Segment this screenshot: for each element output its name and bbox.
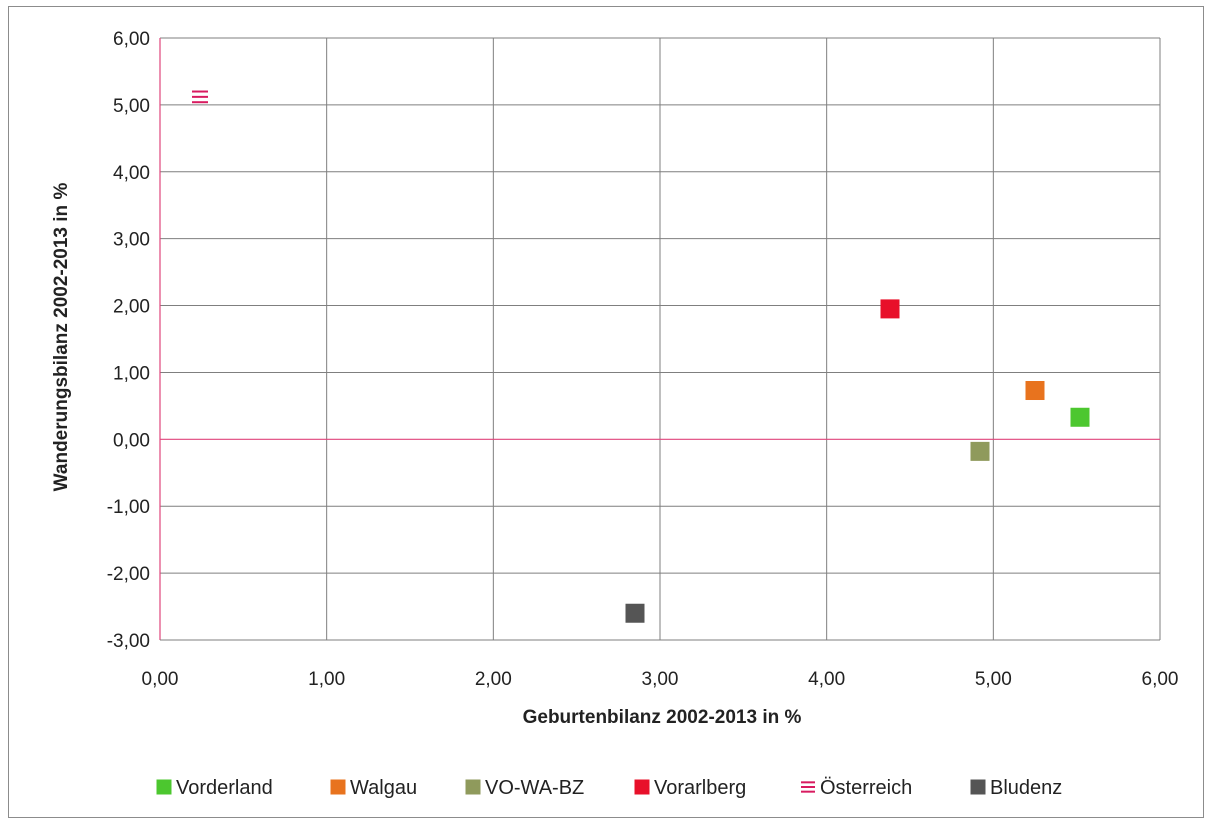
- x-axis-title: Geburtenbilanz 2002-2013 in %: [523, 707, 802, 728]
- x-tick-label: 2,00: [475, 669, 512, 690]
- legend: Vorderland Walgau VO-WA-BZ Vorarlberg Österr…: [156, 777, 1062, 799]
- x-tick-label: 5,00: [975, 669, 1012, 690]
- y-tick-label: 1,00: [113, 363, 150, 384]
- chart-frame: [8, 6, 1204, 818]
- legend-marker: [330, 779, 346, 795]
- x-tick-label: 1,00: [308, 669, 345, 690]
- legend-label: Vorderland: [176, 777, 273, 799]
- grid: [160, 37, 1161, 641]
- legend-label: Vorarlberg: [654, 777, 746, 799]
- y-tick-label: 2,00: [113, 297, 150, 318]
- data-point-walgau: [1025, 381, 1045, 401]
- legend-label: VO-WA-BZ: [485, 777, 584, 799]
- legend-label: Walgau: [350, 777, 417, 799]
- axes: [159, 38, 1160, 641]
- x-tick-label: 4,00: [808, 669, 845, 690]
- y-tick-label: 4,00: [113, 163, 150, 184]
- y-tick-label: 6,00: [113, 29, 150, 50]
- y-tick-labels: -3,00 -2,00 -1,00 0,00 1,00 2,00 3,00 4,00 5,00 6…: [107, 29, 150, 652]
- x-tick-label: 6,00: [1142, 669, 1179, 690]
- y-tick-label: 3,00: [113, 230, 150, 251]
- y-tick-label: -1,00: [107, 497, 150, 518]
- y-axis-title: Wanderungsbilanz 2002-2013 in %: [51, 183, 72, 492]
- legend-label: Bludenz: [990, 777, 1062, 799]
- y-tick-label: 0,00: [113, 430, 150, 451]
- data-point-vorarlberg: [880, 299, 900, 319]
- legend-marker: [465, 779, 481, 795]
- legend-marker: [156, 779, 172, 795]
- legend-marker: [970, 779, 986, 795]
- y-tick-label: 5,00: [113, 96, 150, 117]
- y-tick-label: -3,00: [107, 631, 150, 652]
- x-tick-labels: 0,00 1,00 2,00 3,00 4,00 5,00 6,00: [142, 669, 1179, 690]
- data-point--sterreich: [192, 90, 208, 104]
- legend-marker: [634, 779, 650, 795]
- x-tick-label: 0,00: [142, 669, 179, 690]
- legend-marker: [801, 781, 815, 793]
- y-tick-label: -2,00: [107, 564, 150, 585]
- data-points: [192, 90, 1090, 623]
- data-point-vorderland: [1070, 407, 1090, 427]
- data-point-vo-wa-bz: [970, 441, 990, 461]
- data-point-bludenz: [625, 603, 645, 623]
- x-tick-label: 3,00: [642, 669, 679, 690]
- legend-label: Österreich: [820, 777, 912, 799]
